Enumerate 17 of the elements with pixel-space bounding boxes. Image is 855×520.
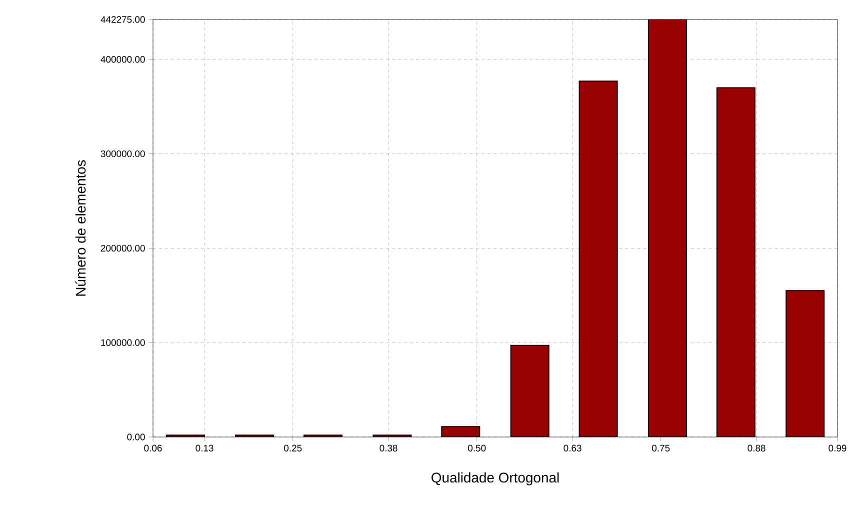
- y-tick-label: 0.00: [127, 434, 145, 440]
- y-axis-title: Número de elementos: [75, 160, 86, 296]
- x-tick-label: 0.99: [828, 444, 846, 452]
- x-axis-title: Qualidade Ortogonal: [432, 472, 559, 486]
- x-tick-label: 0.13: [196, 444, 214, 452]
- y-tick-label: 400000.00: [100, 56, 145, 63]
- x-tick-label: 0.38: [380, 444, 398, 452]
- x-tick-label: 0.50: [468, 444, 486, 452]
- x-tick-label: 0.63: [564, 444, 582, 452]
- x-tick-label: 0.88: [748, 444, 766, 452]
- y-tick-label: 100000.00: [101, 339, 145, 346]
- y-tick-label: 200000.00: [100, 244, 145, 252]
- y-tick-label: 300000.00: [100, 150, 145, 158]
- x-tick-label: 0.25: [284, 444, 302, 452]
- x-tick-label: 0.75: [652, 444, 670, 452]
- y-tick-label: 442275.00: [100, 16, 145, 23]
- x-tick-label: 0.06: [144, 444, 162, 452]
